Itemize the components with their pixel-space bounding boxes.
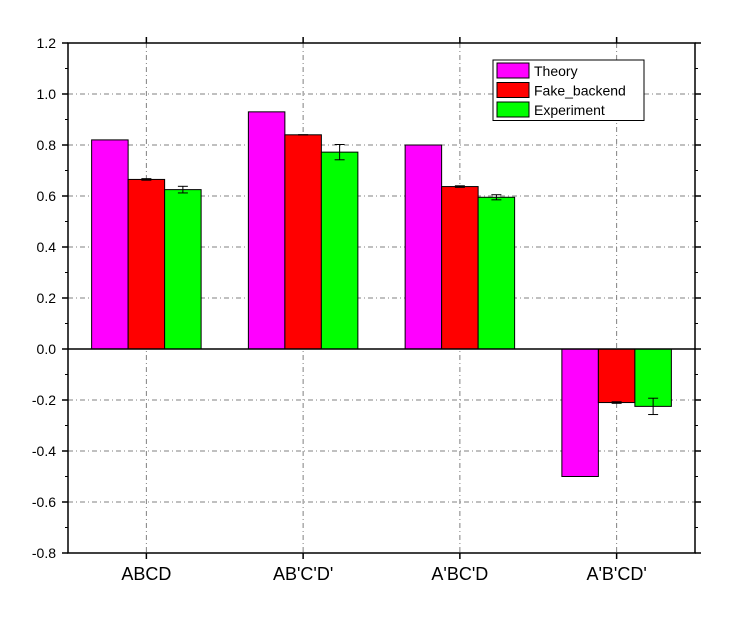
bar-theory	[404, 144, 443, 350]
bar-fake-backend	[284, 134, 322, 350]
legend-label: Theory	[534, 63, 578, 79]
legend-label: Experiment	[534, 102, 605, 118]
y-tick-label: 0.6	[37, 188, 57, 204]
y-tick-label: 0.0	[37, 341, 57, 357]
y-tick-label: -0.4	[32, 443, 56, 459]
x-category-label: A'B'CD'	[586, 564, 646, 584]
x-category-label: ABCD	[121, 564, 171, 584]
y-tick-label: 1.0	[37, 86, 57, 102]
y-tick-label: 0.2	[37, 290, 57, 306]
bar-fake-backend	[127, 178, 166, 350]
x-category-labels: ABCD AB'C'D' A'BC'D A'B'CD'	[121, 564, 646, 584]
y-tick-labels: 1.2 1.0 0.8 0.6 0.4 0.2 0.0 -0.2 -0.4 -0.6 -0.8	[32, 35, 56, 561]
x-category-label: AB'C'D'	[273, 564, 333, 584]
axes	[62, 37, 701, 559]
y-tick-label: -0.8	[32, 545, 56, 561]
bar-theory	[247, 111, 286, 350]
y-tick-label: 1.2	[37, 35, 57, 51]
bar-fake-backend	[597, 348, 636, 404]
y-tick-label: -0.2	[32, 392, 56, 408]
legend-swatch	[496, 101, 530, 118]
bar-experiment	[477, 196, 516, 350]
bars	[91, 111, 672, 477]
bar-theory	[561, 348, 599, 477]
bar-fake-backend	[441, 186, 479, 350]
bar-experiment	[164, 189, 202, 350]
x-category-label: A'BC'D	[431, 564, 488, 584]
legend-swatch	[496, 62, 530, 79]
bar-experiment	[320, 151, 359, 350]
legend-label: Fake_backend	[534, 83, 626, 99]
y-tick-label: 0.4	[37, 239, 57, 255]
legend: Theory Fake_backend Experiment	[492, 59, 645, 121]
y-tick-label: -0.6	[32, 494, 56, 510]
error-bars	[141, 134, 659, 416]
bar-theory	[91, 139, 129, 350]
legend-swatch	[496, 82, 530, 98]
y-tick-label: 0.8	[37, 137, 57, 153]
